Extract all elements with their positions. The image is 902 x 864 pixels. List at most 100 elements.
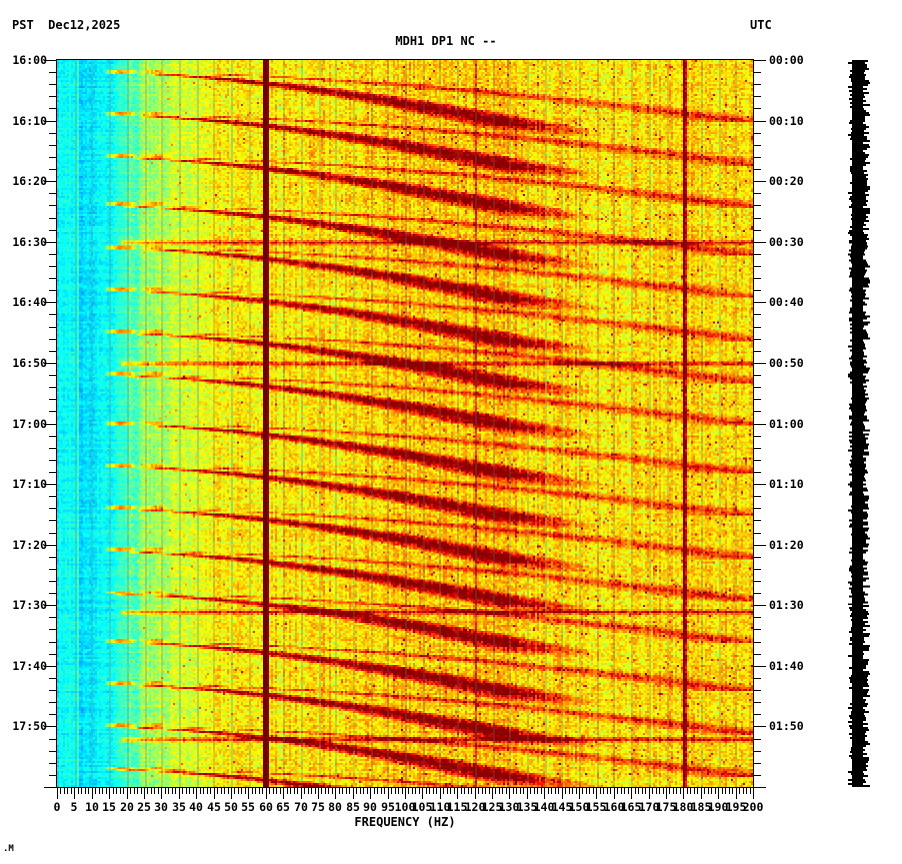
x-tick-minor <box>224 788 225 794</box>
y-tick-minor-right <box>753 375 761 376</box>
x-axis-title: FREQUENCY (HZ) <box>354 815 456 829</box>
y-tick-minor-right <box>753 133 761 134</box>
x-tick-minor <box>454 788 455 794</box>
y-tick-minor-right <box>753 436 761 437</box>
x-tick-minor <box>339 788 340 794</box>
x-tick-minor <box>732 788 733 794</box>
x-tick-minor <box>151 788 152 794</box>
y-tick-minor-right <box>753 278 761 279</box>
y-tick-minor-left <box>49 290 57 291</box>
y-tick-minor-left <box>49 460 57 461</box>
x-tick-major <box>666 788 667 799</box>
y-tick-minor-right <box>753 581 761 582</box>
x-tick-minor <box>489 788 490 794</box>
x-tick-minor <box>346 788 347 794</box>
corner-glyph: .M <box>3 844 14 854</box>
y-axis-left-label: 16:30 <box>12 235 47 249</box>
y-tick-major-right <box>753 787 766 788</box>
x-tick-minor <box>656 788 657 794</box>
x-axis-label: 25 <box>137 800 151 814</box>
x-axis-label: 185 <box>690 800 712 814</box>
y-tick-minor-right <box>753 108 761 109</box>
spectrogram-plot[interactable] <box>57 60 753 787</box>
y-axis-left-label: 17:50 <box>12 719 47 733</box>
y-tick-minor-right <box>753 533 761 534</box>
x-tick-minor <box>186 788 187 794</box>
x-tick-major <box>718 788 719 799</box>
x-axis-label: 40 <box>189 800 203 814</box>
x-tick-minor <box>71 788 72 794</box>
x-axis-label: 145 <box>551 800 573 814</box>
x-tick-minor <box>315 788 316 794</box>
y-tick-major-left <box>44 424 57 425</box>
x-tick-minor <box>551 788 552 794</box>
x-tick-minor <box>694 788 695 794</box>
x-tick-major <box>283 788 284 799</box>
x-tick-minor <box>273 788 274 794</box>
x-tick-minor <box>443 788 444 794</box>
y-tick-minor-left <box>49 387 57 388</box>
x-tick-minor <box>290 788 291 794</box>
x-tick-minor <box>78 788 79 794</box>
y-tick-minor-right <box>753 351 761 352</box>
x-tick-minor <box>635 788 636 794</box>
y-tick-major-right <box>753 726 766 727</box>
x-tick-major <box>92 788 93 799</box>
x-tick-minor <box>311 788 312 794</box>
y-tick-minor-left <box>49 218 57 219</box>
y-tick-minor-left <box>49 581 57 582</box>
y-axis-right-label: 01:40 <box>769 659 804 673</box>
x-axis-label: 70 <box>294 800 308 814</box>
y-tick-minor-left <box>49 339 57 340</box>
y-tick-minor-left <box>49 266 57 267</box>
x-tick-minor <box>241 788 242 794</box>
y-tick-major-left <box>44 666 57 667</box>
x-tick-major <box>109 788 110 799</box>
x-axis-label: 65 <box>276 800 290 814</box>
x-tick-major <box>144 788 145 799</box>
x-tick-minor <box>499 788 500 794</box>
x-tick-minor <box>690 788 691 794</box>
x-tick-minor <box>589 788 590 794</box>
y-tick-minor-right <box>753 290 761 291</box>
x-tick-minor <box>495 788 496 794</box>
y-tick-minor-right <box>753 254 761 255</box>
x-axis-label: 20 <box>120 800 134 814</box>
y-tick-minor-left <box>49 193 57 194</box>
x-axis-label: 35 <box>172 800 186 814</box>
x-tick-minor <box>238 788 239 794</box>
x-tick-major <box>579 788 580 799</box>
y-tick-minor-left <box>49 205 57 206</box>
y-tick-minor-left <box>49 739 57 740</box>
y-axis-right-label: 00:10 <box>769 114 804 128</box>
x-tick-major <box>231 788 232 799</box>
x-tick-minor <box>363 788 364 794</box>
x-tick-minor <box>297 788 298 794</box>
x-tick-major <box>161 788 162 799</box>
x-tick-minor <box>645 788 646 794</box>
x-axis-label: 135 <box>516 800 538 814</box>
y-tick-minor-left <box>49 642 57 643</box>
x-tick-minor <box>565 788 566 794</box>
y-tick-minor-right <box>753 593 761 594</box>
y-tick-major-left <box>44 302 57 303</box>
x-tick-minor <box>356 788 357 794</box>
y-tick-major-left <box>44 545 57 546</box>
x-tick-minor <box>245 788 246 794</box>
y-tick-minor-right <box>753 84 761 85</box>
y-tick-major-left <box>44 242 57 243</box>
x-tick-minor <box>436 788 437 794</box>
y-tick-minor-right <box>753 690 761 691</box>
x-tick-minor <box>711 788 712 794</box>
x-tick-minor <box>663 788 664 794</box>
x-tick-minor <box>374 788 375 794</box>
x-axis-label: 15 <box>102 800 116 814</box>
x-tick-minor <box>398 788 399 794</box>
x-axis-label: 115 <box>446 800 468 814</box>
y-tick-minor-left <box>49 520 57 521</box>
x-tick-major <box>440 788 441 799</box>
x-tick-minor <box>739 788 740 794</box>
x-tick-minor <box>367 788 368 794</box>
y-tick-minor-left <box>49 654 57 655</box>
y-axis-left-label: 16:00 <box>12 53 47 67</box>
